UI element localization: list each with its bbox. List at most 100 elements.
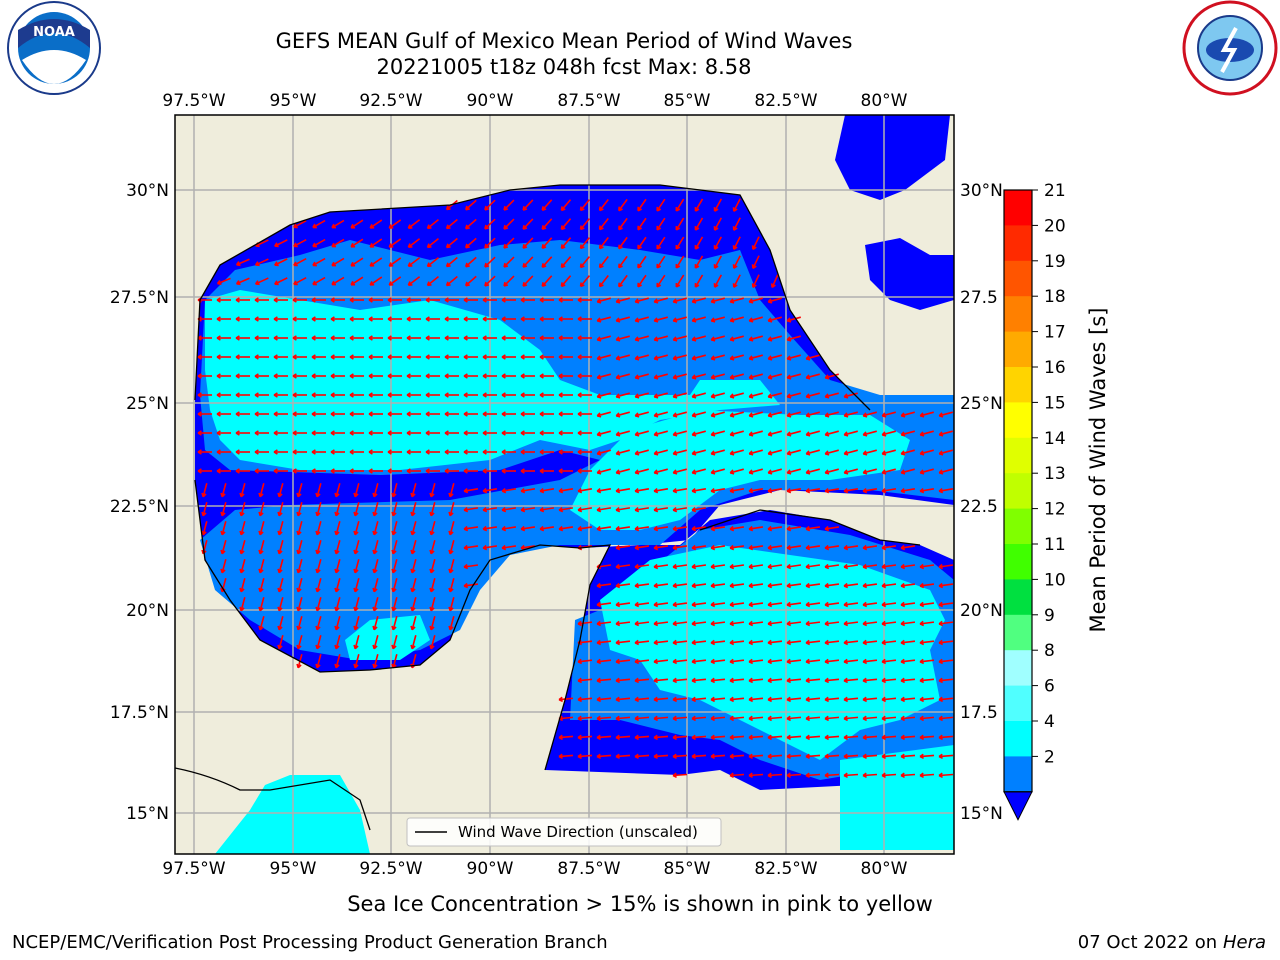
wave-arrow: [387, 411, 402, 417]
wave-arrow: [501, 316, 516, 322]
wave-arrow: [691, 506, 707, 513]
wave-arrow: [881, 411, 896, 418]
wave-arrow: [634, 734, 650, 741]
wave-arrow: [824, 468, 839, 475]
wave-arrow: [406, 449, 421, 455]
lat-tick-label: 27.5°N: [110, 288, 169, 308]
wave-arrow: [520, 316, 535, 322]
wave-arrow: [406, 297, 421, 303]
wave-arrow: [881, 753, 897, 760]
wave-arrow: [560, 275, 572, 288]
wave-arrow: [353, 502, 360, 517]
wave-arrow: [694, 236, 704, 250]
wave-arrow: [560, 218, 572, 231]
wave-arrow: [406, 373, 421, 379]
wave-arrow: [767, 449, 782, 456]
wave-arrow: [653, 696, 669, 703]
wave-arrow: [484, 218, 496, 230]
wave-arrow: [691, 354, 706, 361]
wave-arrow: [277, 578, 284, 593]
lon-tick-label: 95°W: [270, 91, 317, 111]
wave-arrow: [277, 559, 284, 574]
wave-arrow: [843, 658, 859, 665]
wave-arrow: [197, 373, 212, 379]
wave-arrow: [368, 411, 383, 417]
wave-band-4-6-west: [205, 290, 780, 470]
lon-tick-label: 87.5°W: [557, 91, 620, 111]
wave-arrow: [296, 559, 303, 574]
wave-band-4-6-bay: [345, 615, 430, 660]
wave-arrow: [938, 696, 954, 703]
wave-arrow: [520, 411, 535, 417]
wave-arrow: [273, 335, 288, 341]
wave-arrow: [786, 468, 801, 475]
wave-arrow: [292, 297, 307, 303]
wave-arrow: [201, 502, 208, 517]
wave-arrow: [748, 639, 764, 646]
colorbar-tick-label: 9: [1044, 606, 1055, 626]
wave-arrow: [732, 236, 741, 250]
wave-arrow: [843, 620, 859, 627]
wave-arrow: [406, 316, 421, 322]
wave-arrow: [522, 218, 534, 230]
wave-arrow: [713, 236, 723, 250]
wave-arrow: [881, 677, 897, 684]
wave-arrow: [292, 468, 307, 474]
wave-arrow: [767, 468, 782, 475]
wave-arrow: [805, 354, 820, 361]
wave-arrow: [672, 506, 688, 513]
wave-arrow: [615, 373, 630, 380]
wave-arrow: [501, 468, 516, 474]
footer-date: 07 Oct 2022 on Hera: [1078, 932, 1266, 953]
wave-arrow: [426, 257, 439, 268]
wave-arrow: [691, 563, 707, 570]
wave-arrow: [444, 373, 459, 379]
wave-arrow: [254, 277, 269, 286]
wave-arrow: [463, 373, 478, 379]
wave-arrow: [729, 620, 745, 627]
wave-arrow: [767, 696, 783, 703]
wave-arrow: [767, 354, 782, 361]
wave-arrow: [558, 449, 573, 455]
wave-arrow: [634, 297, 649, 304]
wave-arrow: [349, 354, 364, 360]
wave-arrow: [691, 544, 707, 551]
wave-arrow: [615, 525, 631, 532]
wave-arrow: [729, 354, 744, 361]
wave-arrow: [824, 582, 840, 589]
wave-arrow: [691, 297, 706, 304]
wave-arrow: [672, 392, 687, 399]
wave-arrow: [315, 654, 322, 669]
wave-arrow: [786, 392, 801, 399]
wave-arrow: [653, 373, 668, 380]
wave-arrow: [520, 354, 535, 360]
wave-arrow: [615, 449, 630, 456]
wave-arrow: [539, 373, 554, 379]
wave-arrow: [710, 392, 725, 399]
wave-arrow: [767, 316, 782, 323]
lat-tick-label-right: 22.5: [960, 497, 998, 517]
wave-arrow: [448, 502, 455, 517]
wave-arrow: [767, 753, 783, 760]
wave-arrow: [615, 696, 631, 703]
wave-arrow: [577, 658, 593, 665]
wave-arrow: [277, 635, 284, 650]
wave-arrow: [634, 354, 649, 361]
wave-arrow: [596, 753, 612, 760]
wave-arrow: [729, 316, 744, 323]
wave-arrow: [824, 696, 840, 703]
wave-arrow: [691, 658, 707, 665]
wave-arrow: [653, 430, 668, 437]
wave-arrow: [273, 373, 288, 379]
wave-arrow: [710, 677, 726, 684]
wave-arrow: [558, 392, 573, 398]
wave-arrow: [729, 449, 744, 456]
wave-arrow: [653, 563, 669, 570]
colorbar-segment: [1004, 190, 1032, 226]
wave-arrow: [713, 255, 723, 269]
wave-arrow: [862, 696, 878, 703]
wave-arrow: [596, 696, 612, 703]
wave-arrow: [258, 521, 265, 536]
wave-arrow: [653, 639, 669, 646]
wave-band-below-2-florida: [835, 115, 950, 200]
